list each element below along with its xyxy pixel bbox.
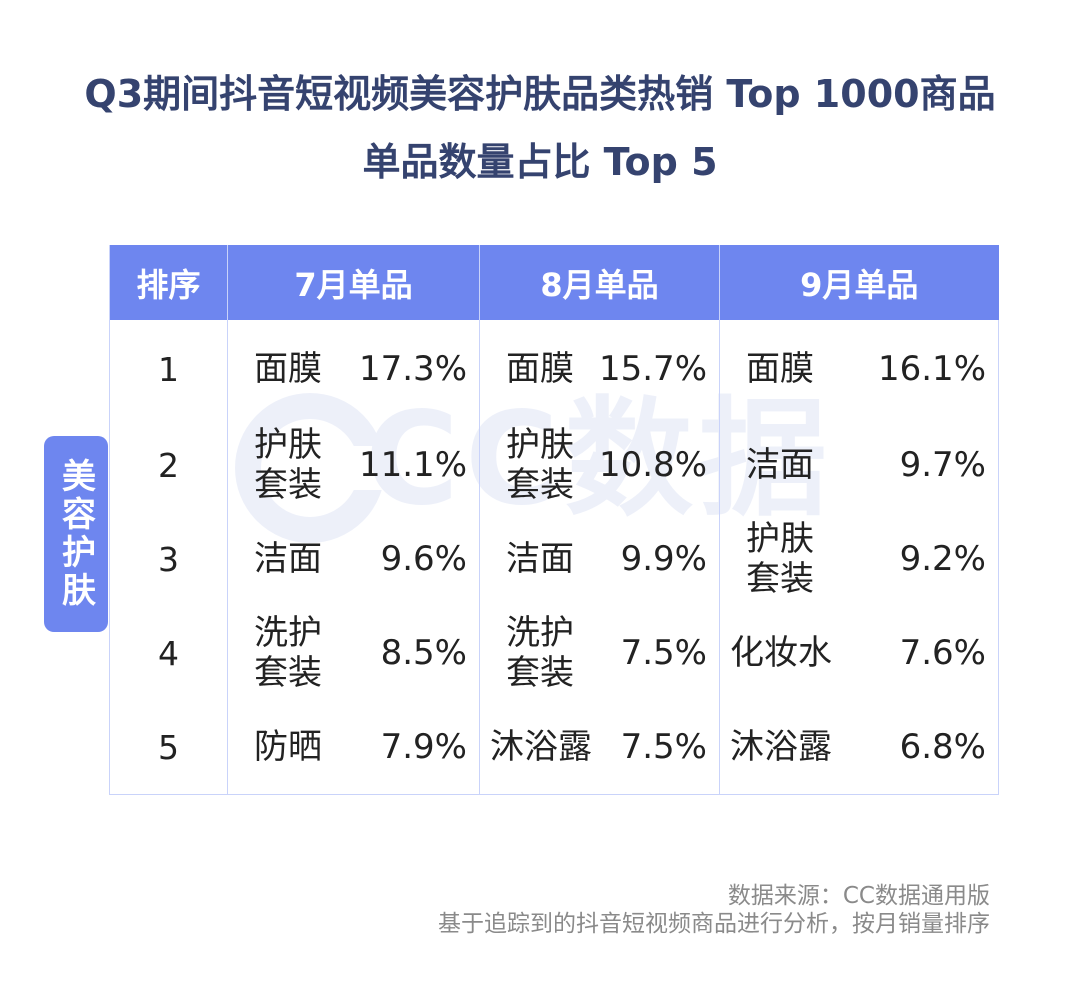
cell-august: 洁面 9.9%: [480, 512, 720, 606]
cell-september: 沐浴露 6.8%: [720, 700, 999, 795]
share-value: 9.2%: [900, 539, 986, 579]
share-value: 9.7%: [900, 445, 986, 485]
table-row: 2 护肤套装 11.1% 护肤套装 10.8% 洁面 9.7%: [110, 418, 999, 512]
product-name: 洁面: [746, 445, 814, 485]
column-header-july: 7月单品: [228, 245, 480, 320]
cell-september: 面膜 16.1%: [720, 320, 999, 418]
cell-july: 面膜 17.3%: [228, 320, 480, 418]
cell-september: 化妆水 7.6%: [720, 606, 999, 700]
cell-july: 护肤套装 11.1%: [228, 418, 480, 512]
share-value: 17.3%: [359, 349, 467, 389]
product-name: 护肤套装: [506, 425, 578, 505]
share-value: 7.5%: [621, 727, 707, 767]
share-value: 16.1%: [878, 349, 986, 389]
table-row: 4 洗护套装 8.5% 洗护套装 7.5% 化妆水 7.6%: [110, 606, 999, 700]
table-row: 5 防晒 7.9% 沐浴露 7.5% 沐浴露 6.8%: [110, 700, 999, 795]
product-name: 洁面: [254, 539, 322, 579]
product-name: 面膜: [506, 349, 574, 389]
share-value: 7.9%: [381, 727, 467, 767]
table-body: 1 面膜 17.3% 面膜 15.7% 面膜 16.1% 2 护肤套装 11.1% 护肤套装 10.8…: [110, 320, 999, 795]
ranking-table: 排序 7月单品 8月单品 9月单品 1 面膜 17.3% 面膜 15.7% 面膜 16.1%…: [109, 245, 999, 795]
cell-july: 洗护套装 8.5%: [228, 606, 480, 700]
share-value: 8.5%: [381, 633, 467, 673]
cell-september: 护肤套装 9.2%: [720, 512, 999, 606]
product-name: 护肤套装: [254, 425, 326, 505]
column-header-august: 8月单品: [480, 245, 720, 320]
table-row: 3 洁面 9.6% 洁面 9.9% 护肤套装 9.2%: [110, 512, 999, 606]
cell-july: 防晒 7.9%: [228, 700, 480, 795]
rank-number: 1: [110, 320, 228, 418]
product-name: 面膜: [746, 349, 814, 389]
product-name: 化妆水: [730, 633, 832, 673]
cell-august: 面膜 15.7%: [480, 320, 720, 418]
product-name: 洗护套装: [254, 613, 326, 693]
share-value: 7.5%: [621, 633, 707, 673]
chart-title: Q3期间抖音短视频美容护肤品类热销 Top 1000商品: [0, 72, 1080, 118]
product-name: 护肤套装: [746, 519, 818, 599]
rank-number: 3: [110, 512, 228, 606]
share-value: 7.6%: [900, 633, 986, 673]
share-value: 15.7%: [599, 349, 707, 389]
cell-august: 护肤套装 10.8%: [480, 418, 720, 512]
column-header-rank: 排序: [110, 245, 228, 320]
category-label-text: 美容护肤: [52, 458, 101, 610]
cell-august: 洗护套装 7.5%: [480, 606, 720, 700]
share-value: 10.8%: [599, 445, 707, 485]
rank-number: 2: [110, 418, 228, 512]
analysis-note: 基于追踪到的抖音短视频商品进行分析，按月销量排序: [438, 904, 990, 938]
product-name: 防晒: [254, 727, 322, 767]
table-row: 1 面膜 17.3% 面膜 15.7% 面膜 16.1%: [110, 320, 999, 418]
product-name: 洗护套装: [506, 613, 578, 693]
share-value: 6.8%: [900, 727, 986, 767]
category-label: 美容护肤: [44, 436, 108, 632]
product-name: 沐浴露: [490, 727, 592, 767]
cell-september: 洁面 9.7%: [720, 418, 999, 512]
share-value: 9.6%: [381, 539, 467, 579]
share-value: 9.9%: [621, 539, 707, 579]
chart-subtitle: 单品数量占比 Top 5: [0, 140, 1080, 186]
rank-number: 5: [110, 700, 228, 795]
product-name: 沐浴露: [730, 727, 832, 767]
share-value: 11.1%: [359, 445, 467, 485]
column-header-september: 9月单品: [720, 245, 999, 320]
table-header-row: 排序 7月单品 8月单品 9月单品: [110, 245, 999, 320]
cell-july: 洁面 9.6%: [228, 512, 480, 606]
product-name: 洁面: [506, 539, 574, 579]
product-name: 面膜: [254, 349, 322, 389]
cell-august: 沐浴露 7.5%: [480, 700, 720, 795]
rank-number: 4: [110, 606, 228, 700]
